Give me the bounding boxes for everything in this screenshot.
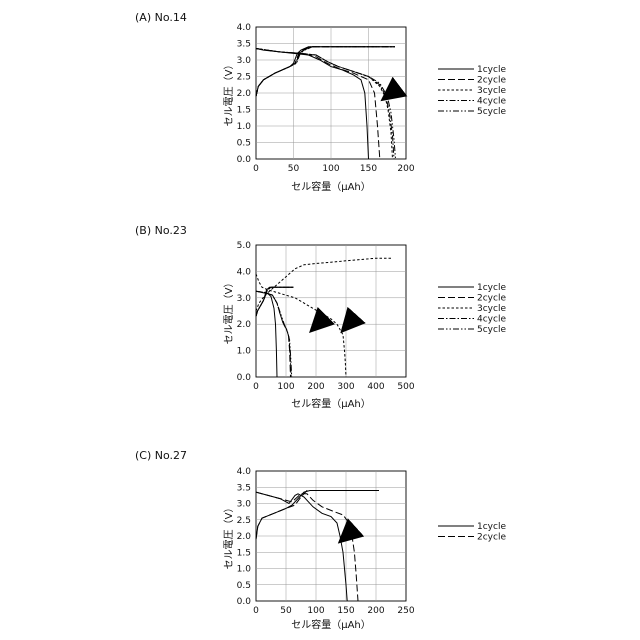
panel-c: (C) No.27 0 50 100 150 200 250 0.0 0.5 1.0 1.5 2.… — [135, 449, 506, 631]
legend-label-5cycle: 5cycle — [477, 325, 506, 335]
series-2cycle-charge-line — [256, 47, 395, 97]
x-tick-label: 50 — [288, 164, 300, 174]
x-tick-label: 100 — [322, 164, 339, 174]
legend-label-1cycle: 1cycle — [477, 65, 506, 75]
series-4cycle-charge-line — [256, 47, 395, 97]
panel-b-annotation-arrow-2 — [345, 318, 354, 328]
panel-c-annotation-arrow — [343, 530, 353, 539]
y-tick-label: 2.0 — [237, 532, 252, 542]
y-tick-label: 3.0 — [237, 500, 252, 510]
y-tick-label: 2.0 — [237, 89, 252, 99]
x-tick-label: 150 — [337, 606, 354, 616]
x-tick-label: 150 — [360, 164, 377, 174]
panel-b-x-tick-labels: 0 100 200 300 400 500 — [253, 382, 415, 392]
panel-b-label: (B) No.23 — [135, 224, 187, 237]
y-tick-label: 1.0 — [237, 122, 252, 132]
panel-b-legend: 1cycle2cycle3cycle4cycle5cycle — [438, 283, 506, 335]
y-tick-label: 3.5 — [237, 40, 251, 50]
panel-a-y-tick-labels: 0.0 0.5 1.0 1.5 2.0 2.5 3.0 3.5 4.0 — [237, 23, 252, 165]
panel-a-legend: 1cycle2cycle3cycle4cycle5cycle — [438, 65, 506, 117]
legend-label-3cycle: 3cycle — [477, 86, 506, 96]
y-tick-label: 4.0 — [237, 467, 252, 477]
panel-a-label: (A) No.14 — [135, 11, 187, 24]
y-tick-label: 1.0 — [237, 565, 252, 575]
series-1cycle-discharge-line — [256, 291, 277, 377]
series-3cycle-discharge-line — [256, 274, 346, 377]
x-tick-label: 50 — [280, 606, 292, 616]
x-tick-label: 100 — [277, 382, 294, 392]
y-tick-label: 4.0 — [237, 23, 252, 33]
panel-a-curves — [256, 47, 396, 159]
panel-c-label: (C) No.27 — [135, 449, 187, 462]
panel-c-y-axis-label: セル電圧（V） — [223, 503, 235, 570]
panel-c-curves — [256, 491, 379, 602]
legend-label-4cycle: 4cycle — [477, 315, 506, 325]
panel-b-y-tick-labels: 0.0 1.0 2.0 3.0 4.0 5.0 — [237, 241, 252, 383]
y-tick-label: 2.0 — [237, 320, 252, 330]
y-tick-label: 3.0 — [237, 294, 252, 304]
y-tick-label: 2.5 — [237, 516, 251, 526]
panel-b-x-axis-label: セル容量（μAh） — [291, 397, 371, 410]
x-tick-label: 500 — [397, 382, 414, 392]
y-tick-label: 3.5 — [237, 483, 251, 493]
y-tick-label: 0.0 — [237, 597, 252, 607]
panel-a-y-axis-label: セル電圧（V） — [223, 60, 235, 127]
y-tick-label: 0.5 — [237, 139, 251, 149]
x-tick-label: 100 — [307, 606, 324, 616]
x-tick-label: 400 — [367, 382, 384, 392]
x-tick-label: 0 — [253, 164, 259, 174]
x-tick-label: 300 — [337, 382, 354, 392]
series-3cycle-charge-line — [256, 47, 395, 97]
legend-label-5cycle: 5cycle — [477, 107, 506, 117]
legend-label-3cycle: 3cycle — [477, 304, 506, 314]
legend-label-2cycle: 2cycle — [477, 76, 506, 86]
series-2cycle-charge-line — [256, 491, 379, 540]
y-tick-label: 1.5 — [237, 548, 251, 558]
y-tick-label: 2.5 — [237, 73, 251, 83]
panel-c-x-tick-labels: 0 50 100 150 200 250 — [253, 606, 415, 616]
panel-b-plot-area — [256, 245, 406, 377]
x-tick-label: 0 — [253, 382, 259, 392]
series-3cycle-charge-line — [256, 258, 391, 311]
panel-b-annotation-arrow-1 — [314, 318, 324, 328]
panel-b-grid — [256, 245, 406, 377]
panel-b-y-axis-label: セル電圧（V） — [223, 278, 235, 345]
x-tick-label: 250 — [397, 606, 414, 616]
panel-a-x-axis-label: セル容量（μAh） — [291, 180, 371, 193]
y-tick-label: 5.0 — [237, 241, 252, 251]
x-tick-label: 200 — [397, 164, 414, 174]
y-tick-label: 0.0 — [237, 373, 252, 383]
y-tick-label: 1.0 — [237, 347, 252, 357]
y-tick-label: 3.0 — [237, 56, 252, 66]
series-1cycle-charge-line — [256, 47, 395, 97]
y-tick-label: 0.5 — [237, 581, 251, 591]
y-tick-label: 0.0 — [237, 155, 252, 165]
panel-c-legend: 1cycle2cycle — [438, 522, 506, 543]
panel-c-x-axis-label: セル容量（μAh） — [291, 618, 371, 631]
x-tick-label: 200 — [307, 382, 324, 392]
y-tick-label: 4.0 — [237, 267, 252, 277]
legend-label-4cycle: 4cycle — [477, 97, 506, 107]
series-5cycle-charge-line — [256, 47, 395, 97]
series-1cycle-charge-line — [256, 491, 379, 540]
legend-label-2cycle: 2cycle — [477, 294, 506, 304]
legend-label-2cycle: 2cycle — [477, 533, 506, 543]
legend-label-1cycle: 1cycle — [477, 522, 506, 532]
panel-a-x-tick-labels: 0 50 100 150 200 — [253, 164, 415, 174]
x-tick-label: 0 — [253, 606, 259, 616]
x-tick-label: 200 — [367, 606, 384, 616]
legend-label-1cycle: 1cycle — [477, 283, 506, 293]
panel-a-annotation-arrow — [386, 88, 398, 97]
panel-a: (A) No.14 0 50 100 150 200 0.0 0.5 1.0 1.5 2.0 2.… — [135, 11, 506, 193]
panel-c-y-tick-labels: 0.0 0.5 1.0 1.5 2.0 2.5 3.0 3.5 4.0 — [237, 467, 252, 607]
y-tick-label: 1.5 — [237, 106, 251, 116]
panel-b: (B) No.23 0 100 200 300 400 500 0.0 1.0 2.0 3.0 4… — [135, 224, 506, 410]
